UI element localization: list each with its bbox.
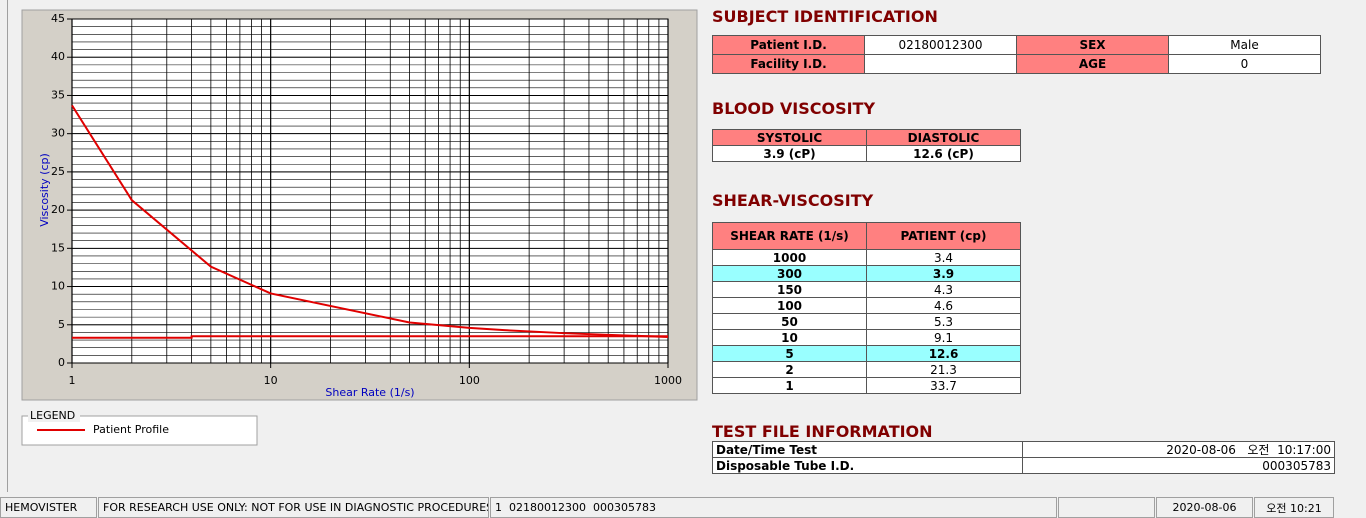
y-tick-label: 45 [51, 12, 65, 25]
column-header: SYSTOLIC [712, 129, 867, 146]
table-cell: 9.1 [866, 329, 1021, 346]
left-border [7, 0, 8, 492]
table-cell: 33.7 [866, 377, 1021, 394]
table-cell: 2 [712, 361, 867, 378]
legend-title-bg [28, 409, 80, 422]
x-tick-label: 1000 [654, 374, 682, 387]
table-cell: 3.9 [866, 265, 1021, 282]
legend-label: Patient Profile [93, 423, 169, 436]
table-cell: 21.3 [866, 361, 1021, 378]
y-tick-label: 30 [51, 127, 65, 140]
column-header: PATIENT (cp) [866, 222, 1021, 250]
value-cell: 12.6 (cP) [866, 145, 1021, 162]
column-header: DIASTOLIC [866, 129, 1021, 146]
section-title: SUBJECT IDENTIFICATION [712, 7, 938, 26]
y-tick-label: 40 [51, 50, 65, 63]
legend-title: LEGEND [30, 409, 75, 422]
x-axis-label: Shear Rate (1/s) [325, 386, 414, 399]
section-title: BLOOD VISCOSITY [712, 99, 876, 118]
table-cell: 12.6 [866, 345, 1021, 362]
y-tick-label: 35 [51, 88, 65, 101]
chart: 0 5 10 15 20 25 30 35 40 45 1 10 100 1000 Shear Rate (… [21, 9, 698, 446]
field-label: AGE [1016, 54, 1169, 74]
y-tick-label: 10 [51, 280, 65, 293]
table-cell: 4.3 [866, 281, 1021, 298]
table-cell: 10 [712, 329, 867, 346]
field-label: Patient I.D. [712, 35, 865, 55]
section-title: SHEAR-VISCOSITY [712, 191, 874, 210]
column-header: SHEAR RATE (1/s) [712, 222, 867, 250]
data-line [71, 104, 669, 339]
y-tick-label: 20 [51, 203, 65, 216]
table-cell: 100 [712, 297, 867, 314]
field-label: Date/Time Test [712, 441, 1023, 458]
field-label: Facility I.D. [712, 54, 865, 74]
y-tick-label: 5 [58, 318, 65, 331]
y-tick-label: 25 [51, 165, 65, 178]
plot-frame [71, 18, 669, 364]
field-value [864, 54, 1017, 74]
table-cell: 5 [712, 345, 867, 362]
status-empty-cell [1058, 497, 1155, 518]
y-axis-label: Viscosity (cp) [38, 153, 51, 227]
table-cell: 5.3 [866, 313, 1021, 330]
status-cell: 오전 10:21 [1254, 497, 1334, 518]
table-cell: 1 [712, 377, 867, 394]
x-tick-label: 10 [264, 374, 278, 387]
field-label: SEX [1016, 35, 1169, 55]
table-cell: 4.6 [866, 297, 1021, 314]
y-tick-label: 0 [58, 356, 65, 369]
x-tick-label: 100 [459, 374, 480, 387]
plot-area [72, 19, 668, 363]
y-tick-label: 15 [51, 241, 65, 254]
field-label: Disposable Tube I.D. [712, 457, 1023, 474]
table-cell: 50 [712, 313, 867, 330]
field-value: 0 [1168, 54, 1321, 74]
section-title: TEST FILE INFORMATION [712, 422, 933, 441]
table-cell: 150 [712, 281, 867, 298]
field-value: Male [1168, 35, 1321, 55]
value-cell: 3.9 (cP) [712, 145, 867, 162]
x-tick-label: 1 [69, 374, 76, 387]
data-line [72, 335, 668, 339]
table-cell: 300 [712, 265, 867, 282]
table-cell: 1000 [712, 249, 867, 266]
status-cell: FOR RESEARCH USE ONLY: NOT FOR USE IN DI… [98, 497, 489, 518]
status-cell: 2020-08-06 [1156, 497, 1253, 518]
field-value: 000305783 [1022, 457, 1335, 474]
status-cell: 1 02180012300 000305783 [490, 497, 1057, 518]
status-cell: HEMOVISTER [0, 497, 97, 518]
field-value: 02180012300 [864, 35, 1017, 55]
table-cell: 3.4 [866, 249, 1021, 266]
field-value: 2020-08-06 오전 10:17:00 [1022, 441, 1335, 458]
